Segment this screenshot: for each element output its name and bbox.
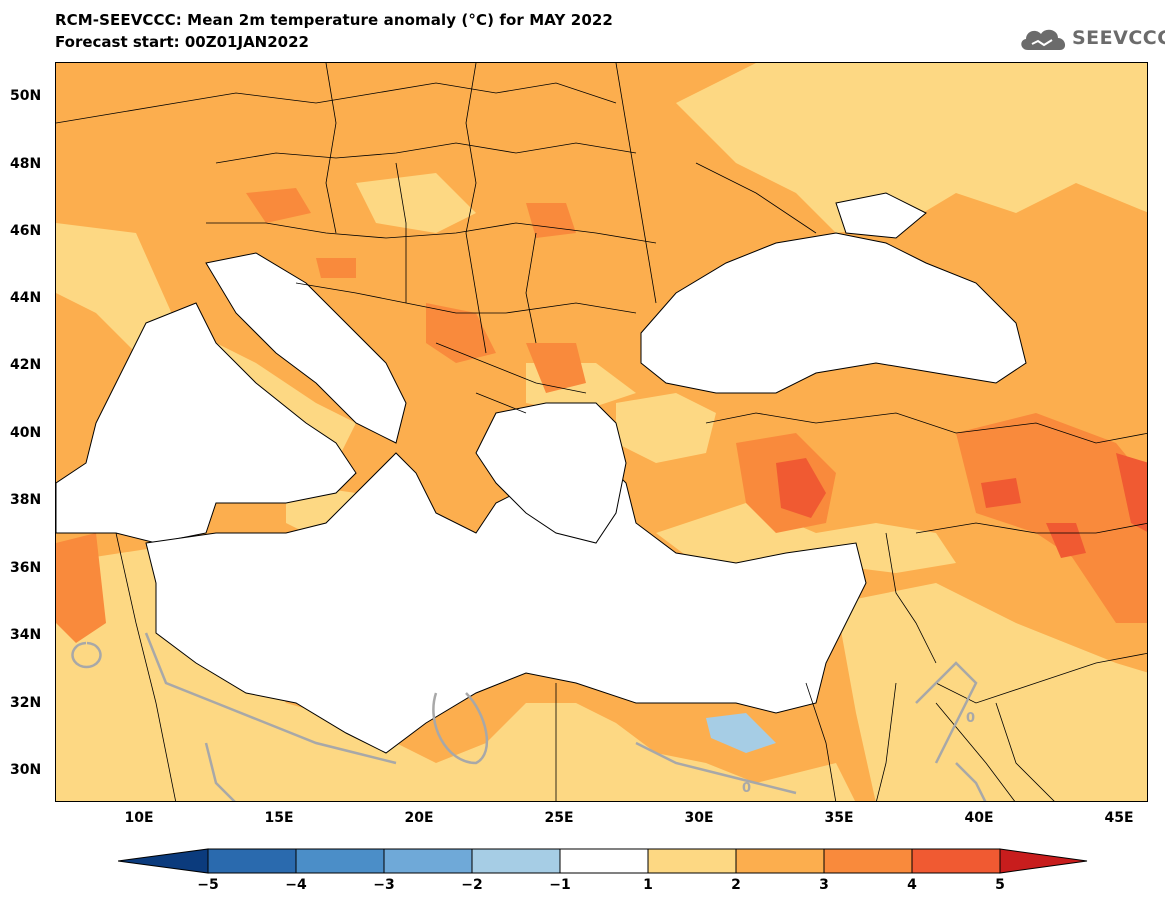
colorbar-label-neg2: −2: [461, 877, 483, 893]
seas: [56, 192, 1027, 754]
lat-label-34n: 34N: [10, 627, 42, 643]
forecast-start: Forecast start: 00Z01JAN2022: [55, 33, 309, 51]
seevccc-logo: SEEVCCC: [1016, 22, 1165, 56]
lat-label-36n: 36N: [10, 560, 42, 576]
colorbar-label-1: 1: [643, 877, 653, 893]
colorbar-segment-neg3-neg2: [383, 848, 473, 874]
lat-label-32n: 32N: [10, 695, 42, 711]
colorbar-segment-neg2-neg1: [471, 848, 561, 874]
colorbar-label-neg4: −4: [285, 877, 307, 893]
colorbar-segment-2-3: [735, 848, 825, 874]
contour-label-zero-east: 0: [966, 711, 975, 726]
anomaly-4-5-regions: [776, 453, 1147, 558]
lon-label-30e: 30E: [684, 810, 714, 826]
lat-label-38n: 38N: [10, 492, 42, 508]
lon-label-45e: 45E: [1104, 810, 1134, 826]
lat-label-48n: 48N: [10, 156, 42, 172]
colorbar-label-neg3: −3: [373, 877, 395, 893]
colorbar-label-2: 2: [731, 877, 741, 893]
lon-label-15e: 15E: [264, 810, 294, 826]
colorbar: [118, 848, 1088, 874]
lon-label-10e: 10E: [124, 810, 154, 826]
colorbar-segment-neg1-1: [559, 848, 649, 874]
lat-label-30n: 30N: [10, 762, 42, 778]
lon-label-20e: 20E: [404, 810, 434, 826]
anomaly-1-2-regions: [56, 63, 1147, 801]
lon-label-40e: 40E: [964, 810, 994, 826]
lat-label-46n: 46N: [10, 223, 42, 239]
colorbar-label-3: 3: [819, 877, 829, 893]
country-borders: [56, 63, 1147, 801]
zero-contours: [71, 632, 987, 801]
colorbar-segment-3-4: [823, 848, 913, 874]
colorbar-segment-1-2: [647, 848, 737, 874]
cloud-icon: [1021, 29, 1066, 50]
colorbar-segment-4-5: [911, 848, 1001, 874]
lon-label-35e: 35E: [824, 810, 854, 826]
lat-label-50n: 50N: [10, 88, 42, 104]
lat-label-40n: 40N: [10, 425, 42, 441]
lon-label-25e: 25E: [544, 810, 574, 826]
anomaly-map: 0 0: [55, 62, 1148, 802]
colorbar-label-5: 5: [995, 877, 1005, 893]
colorbar-segment-above-5: [999, 848, 1088, 874]
logo-text: SEEVCCC: [1072, 27, 1165, 49]
colorbar-label-neg1: −1: [549, 877, 571, 893]
map-title: RCM-SEEVCCC: Mean 2m temperature anomaly…: [55, 11, 613, 29]
lat-label-44n: 44N: [10, 290, 42, 306]
colorbar-segment-neg5-neg4: [207, 848, 297, 874]
colorbar-segment-neg4-neg3: [295, 848, 385, 874]
colorbar-label-neg5: −5: [197, 877, 219, 893]
contour-label-zero: 0: [742, 781, 751, 796]
colorbar-label-4: 4: [907, 877, 917, 893]
colorbar-segment-below-5: [118, 848, 209, 874]
lat-label-42n: 42N: [10, 357, 42, 373]
